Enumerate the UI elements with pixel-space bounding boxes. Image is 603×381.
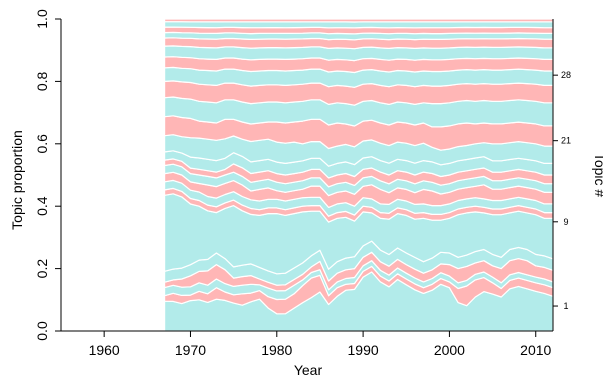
x-tick-label: 1980 <box>261 342 292 358</box>
y-tick-label: 0.6 <box>34 134 50 154</box>
y-tick-label: 1.0 <box>34 9 50 29</box>
x-axis-title: Year <box>294 362 323 378</box>
x-tick-label: 2010 <box>520 342 551 358</box>
x-tick-label: 2000 <box>434 342 465 358</box>
topic-band-24 <box>164 18 554 23</box>
right-tick-label: 28 <box>561 70 571 80</box>
right-tick-label: 21 <box>561 136 571 146</box>
x-tick-label: 1960 <box>89 342 120 358</box>
right-tick-label: 1 <box>563 301 568 311</box>
y-tick-label: 0.4 <box>34 196 50 216</box>
topic-band-23 <box>164 21 554 29</box>
y-tick-label: 0.8 <box>34 71 50 91</box>
chart-axes: 1960 1970 1980 1990 2000 2010 0.0 0.2 0.4 0.6 0.8 1… <box>34 9 571 358</box>
y-axis-title: Topic proportion <box>9 130 25 230</box>
y-tick-label: 0.0 <box>34 321 50 341</box>
right-axis-title: Topic # <box>592 153 603 198</box>
right-tick-label: 9 <box>563 217 568 227</box>
x-tick-label: 1970 <box>175 342 206 358</box>
x-tick-label: 1990 <box>348 342 379 358</box>
stacked-area-bands <box>164 18 554 332</box>
y-tick-label: 0.2 <box>34 259 50 279</box>
